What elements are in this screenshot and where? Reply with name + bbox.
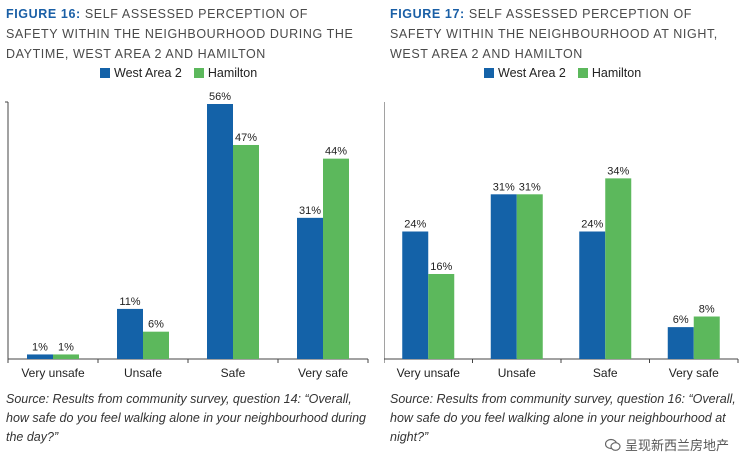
bar-west-area-2 (490, 194, 517, 359)
data-label: 24% (404, 219, 426, 231)
data-label: 11% (119, 296, 140, 308)
data-label: 31% (493, 181, 515, 193)
bar-hamilton (605, 178, 632, 359)
chart-title: FIGURE 17: SELF ASSESSED PERCEPTION OF S… (390, 4, 740, 64)
legend: West Area 2 Hamilton (100, 66, 257, 80)
data-label: 31% (519, 181, 541, 193)
x-tick-label: Very unsafe (21, 366, 85, 380)
watermark-text: 呈现新西兰房地产 (624, 438, 729, 453)
x-tick-label: Very safe (669, 366, 719, 380)
source-note: Source: Results from community survey, q… (390, 392, 736, 444)
figure-number: FIGURE 17: (390, 7, 465, 21)
legend-swatch-hamilton (577, 68, 588, 78)
bar-west-area-2 (117, 308, 143, 359)
legend-item-hamilton: Hamilton (193, 66, 258, 80)
figure-title-text: SELF ASSESSED PERCEPTION OF SAFETY WITHI… (6, 7, 354, 61)
data-label: 1% (32, 341, 48, 353)
x-tick-label: Safe (593, 366, 618, 380)
data-label: 16% (430, 261, 452, 273)
bar-chart-figure-16: 1% 1% Very unsafe 11% 6% Unsafe 56% 47% Safe 31% 4… (5, 91, 369, 380)
x-tick-label: Very safe (298, 366, 348, 380)
bar-west-area-2 (579, 231, 606, 359)
x-tick-label: Safe (221, 366, 246, 380)
data-label: 47% (235, 132, 257, 144)
data-label: 34% (607, 165, 629, 177)
data-label: 8% (699, 304, 715, 316)
legend-item-hamilton: Hamilton (577, 66, 642, 80)
bar-hamilton (53, 354, 79, 359)
x-tick-label: Unsafe (498, 366, 536, 380)
data-label: 6% (673, 314, 689, 326)
bar-west-area-2 (207, 104, 233, 359)
legend-label: West Area 2 (114, 66, 182, 80)
data-label: 56% (209, 91, 231, 103)
bar-chart-figure-17: 24% 16% Very unsafe 31% 31% Unsafe 24% 34% Safe 6… (384, 102, 739, 380)
data-label: 44% (325, 146, 347, 158)
data-label: 31% (299, 205, 321, 217)
bar-hamilton (693, 316, 720, 359)
figure-17-panel: FIGURE 17: SELF ASSESSED PERCEPTION OF S… (384, 0, 747, 470)
wechat-icon (604, 438, 621, 452)
x-tick-label: Unsafe (124, 366, 162, 380)
bar-west-area-2 (402, 231, 429, 359)
figure-number: FIGURE 16: (6, 7, 81, 21)
chart-title: FIGURE 16: SELF ASSESSED PERCEPTION OF S… (6, 4, 356, 64)
x-tick-label: Very unsafe (397, 366, 461, 380)
legend-swatch-west-area-2 (100, 68, 110, 78)
legend-label: Hamilton (591, 66, 642, 80)
bar-hamilton (323, 158, 349, 359)
legend: West Area 2 Hamilton (484, 66, 641, 80)
data-label: 6% (148, 319, 164, 331)
legend-swatch-hamilton (193, 68, 204, 78)
figure-title-text: SELF ASSESSED PERCEPTION OF SAFETY WITHI… (390, 7, 718, 61)
bar-west-area-2 (667, 327, 694, 359)
legend-label: Hamilton (207, 66, 258, 80)
bar-hamilton (233, 144, 259, 359)
legend-item-west-area-2: West Area 2 (484, 66, 566, 80)
data-label: 24% (581, 219, 603, 231)
legend-label: West Area 2 (498, 66, 566, 80)
source-note: Source: Results from community survey, q… (6, 392, 366, 444)
legend-swatch-west-area-2 (484, 68, 494, 78)
bar-hamilton (428, 274, 455, 359)
bar-west-area-2 (297, 217, 323, 359)
bar-hamilton (143, 331, 169, 359)
data-label: 1% (58, 341, 74, 353)
bar-west-area-2 (27, 354, 53, 359)
bar-hamilton (516, 194, 543, 359)
figure-16-panel: FIGURE 16: SELF ASSESSED PERCEPTION OF S… (0, 0, 372, 470)
watermark: 呈现新西兰房地产 (604, 435, 729, 454)
legend-item-west-area-2: West Area 2 (100, 66, 182, 80)
